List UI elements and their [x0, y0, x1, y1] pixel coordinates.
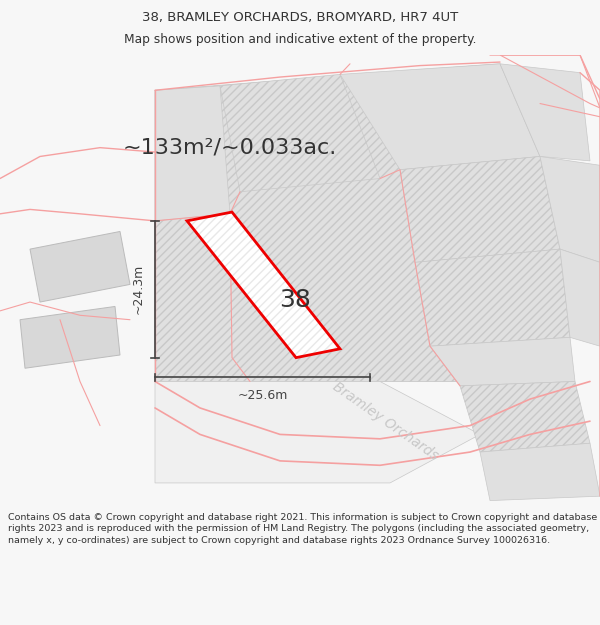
Polygon shape [30, 231, 130, 302]
Polygon shape [20, 306, 120, 368]
Text: ~24.3m: ~24.3m [132, 264, 145, 314]
Polygon shape [155, 381, 480, 483]
Text: 38, BRAMLEY ORCHARDS, BROMYARD, HR7 4UT: 38, BRAMLEY ORCHARDS, BROMYARD, HR7 4UT [142, 11, 458, 24]
Polygon shape [500, 64, 590, 161]
Polygon shape [220, 74, 380, 192]
Text: 38: 38 [279, 288, 311, 312]
Text: Bramley Orchards: Bramley Orchards [329, 379, 440, 463]
Polygon shape [187, 212, 340, 358]
Polygon shape [155, 86, 230, 221]
Text: ~25.6m: ~25.6m [238, 389, 287, 402]
Polygon shape [430, 338, 575, 386]
Polygon shape [340, 64, 540, 170]
Text: Contains OS data © Crown copyright and database right 2021. This information is : Contains OS data © Crown copyright and d… [8, 513, 597, 545]
Polygon shape [460, 381, 590, 452]
Polygon shape [540, 156, 600, 262]
Polygon shape [187, 212, 340, 358]
Polygon shape [480, 443, 600, 501]
Polygon shape [155, 64, 560, 381]
Polygon shape [400, 156, 560, 262]
Polygon shape [187, 212, 340, 358]
Polygon shape [560, 249, 600, 346]
Polygon shape [415, 249, 570, 346]
Text: ~133m²/~0.033ac.: ~133m²/~0.033ac. [123, 138, 337, 158]
Text: Map shows position and indicative extent of the property.: Map shows position and indicative extent… [124, 32, 476, 46]
